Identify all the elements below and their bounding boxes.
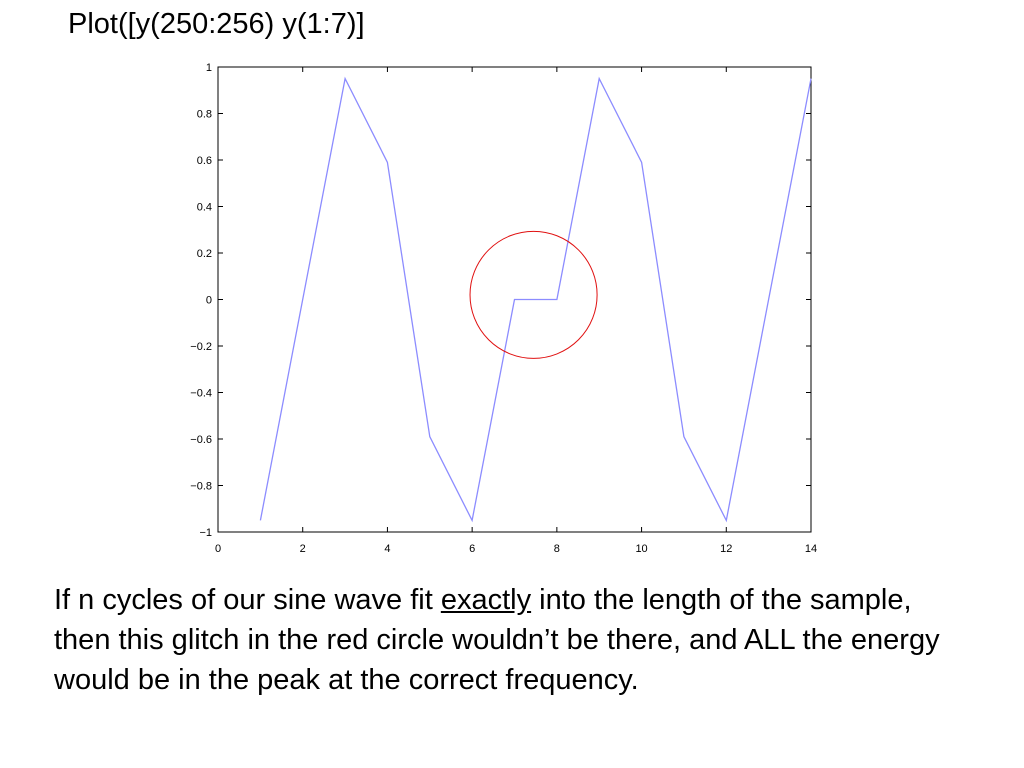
y-tick-label: −1 bbox=[199, 527, 212, 539]
x-tick-label: 14 bbox=[805, 543, 817, 555]
caption-text-start: If n cycles of our sine wave fit bbox=[54, 584, 441, 616]
y-tick-label: 1 bbox=[206, 62, 212, 74]
line-plot: 0 2 4 6 8 10 12 14 −1 −0.8 −0.6 −0.4 −0.2 0 0.2 0.4 0.6 0… bbox=[190, 62, 817, 555]
y-tick-label: 0.2 bbox=[197, 248, 212, 260]
series-layer bbox=[259, 76, 812, 523]
y-tick-label: 0 bbox=[206, 295, 212, 307]
y-tick-label: −0.2 bbox=[190, 341, 212, 353]
x-tick-label: 12 bbox=[720, 543, 732, 555]
slide-title: Plot([y(250:256) y(1:7)] bbox=[68, 8, 365, 40]
caption: If n cycles of our sine wave fit exactly… bbox=[54, 580, 974, 700]
y-tick-label: −0.8 bbox=[190, 481, 212, 493]
glitch-highlight-circle bbox=[469, 230, 598, 359]
x-tick-label: 10 bbox=[635, 543, 647, 555]
x-tick-label: 4 bbox=[384, 543, 390, 555]
y-tick-label: −0.6 bbox=[190, 434, 212, 446]
y-tick-label: 0.6 bbox=[197, 155, 212, 167]
annotation-layer bbox=[469, 230, 598, 359]
caption-emphasis: exactly bbox=[440, 584, 532, 616]
series-line bbox=[259, 76, 812, 523]
caption-text-end: into the length of the sample, then this… bbox=[54, 584, 940, 696]
ticks-layer: 0 2 4 6 8 10 12 14 −1 −0.8 −0.6 −0.4 −0.2 0 0.2 0.4 0.6 0… bbox=[190, 62, 817, 555]
x-tick-label: 2 bbox=[300, 543, 306, 555]
y-tick-label: −0.4 bbox=[190, 388, 212, 400]
x-tick-label: 6 bbox=[469, 543, 475, 555]
x-tick-label: 8 bbox=[554, 543, 560, 555]
y-tick-label: 0.4 bbox=[197, 202, 212, 214]
x-tick-label: 0 bbox=[215, 543, 221, 555]
y-tick-label: 0.8 bbox=[197, 109, 212, 121]
